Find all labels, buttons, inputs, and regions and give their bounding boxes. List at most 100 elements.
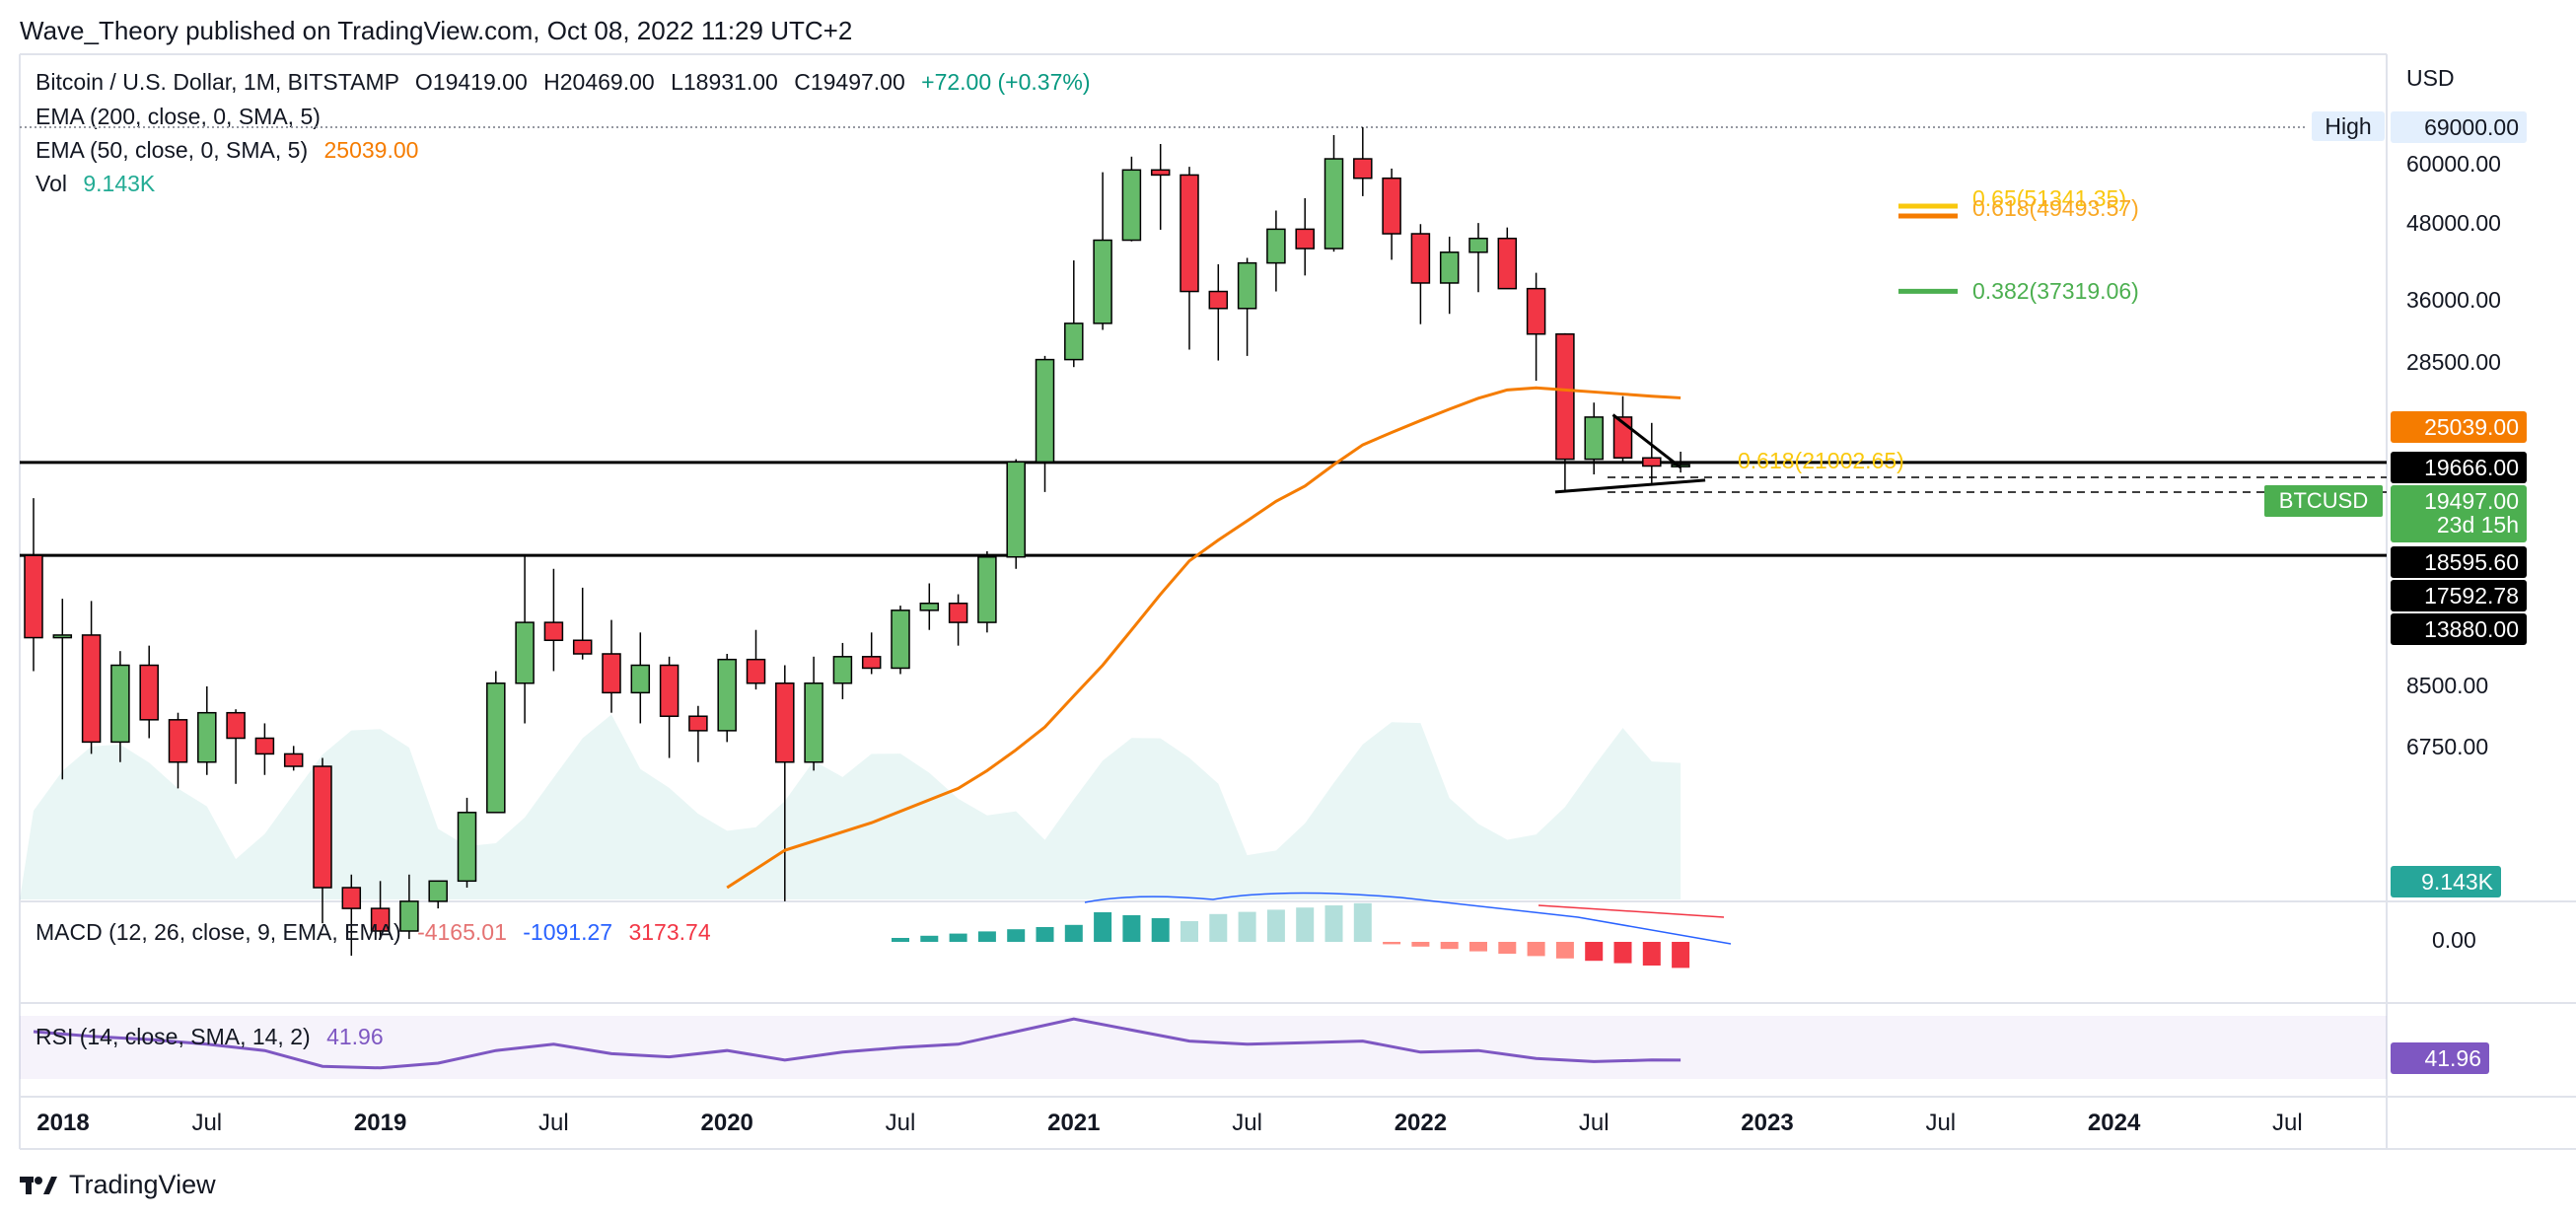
- candle-body[interactable]: [948, 602, 968, 623]
- candle-body[interactable]: [24, 554, 43, 639]
- ema50-title: EMA (50, close, 0, SMA, 5): [36, 137, 309, 163]
- candle-body[interactable]: [370, 907, 391, 932]
- candle-body[interactable]: [891, 610, 910, 670]
- volume-legend[interactable]: Vol 9.143K: [36, 171, 155, 197]
- candle-body[interactable]: [1237, 261, 1257, 310]
- macd-histogram-bar: [1064, 924, 1083, 942]
- ema200-legend[interactable]: EMA (200, close, 0, SMA, 5): [36, 104, 321, 129]
- candle-body[interactable]: [254, 737, 275, 755]
- macd-histogram-bar: [1672, 942, 1690, 968]
- time-axis-year: 2023: [1741, 1110, 1794, 1136]
- tradingview-logo-icon: [20, 1176, 57, 1194]
- macd-histogram-bar: [1642, 942, 1661, 966]
- fib-label-0618-low: 0.618(21002.65): [1738, 448, 1904, 473]
- price-axis-tick: 60000.00: [2406, 150, 2501, 177]
- macd-histogram-bar: [1411, 942, 1430, 947]
- current-price-tag: 19497.00 23d 15h: [2391, 485, 2527, 542]
- macd-histogram-bar: [949, 933, 967, 942]
- time-axis-month: Jul: [191, 1110, 223, 1136]
- time-axis-year: 2019: [353, 1110, 407, 1136]
- support-price-tag-3: 13880.00: [2391, 613, 2527, 645]
- candle-body[interactable]: [1324, 158, 1344, 250]
- candle-body[interactable]: [602, 653, 621, 694]
- macd-histogram-bar: [920, 935, 939, 942]
- symbol-price-label: BTCUSD: [2264, 485, 2383, 517]
- candle-body[interactable]: [515, 621, 535, 684]
- candle-body[interactable]: [1035, 358, 1055, 464]
- macd-signal-value: 3173.74: [628, 919, 711, 945]
- macd-histogram-bar: [1324, 905, 1343, 942]
- candle-body[interactable]: [1295, 228, 1315, 250]
- candle-body[interactable]: [717, 658, 737, 732]
- horizontal-lines: [20, 461, 2387, 557]
- candle-body[interactable]: [1439, 251, 1460, 284]
- candle-body[interactable]: [1353, 158, 1373, 179]
- candle-body[interactable]: [1121, 169, 1142, 242]
- fib-lines[interactable]: [1898, 203, 1958, 294]
- candle-body[interactable]: [1006, 461, 1026, 558]
- candle-body[interactable]: [1555, 332, 1575, 461]
- candle-body[interactable]: [1382, 177, 1401, 235]
- candle-body[interactable]: [283, 753, 304, 767]
- publisher-header: Wave_Theory published on TradingView.com…: [20, 16, 853, 45]
- macd-histogram-bar: [1094, 912, 1112, 942]
- candle-body[interactable]: [399, 900, 419, 932]
- macd-histogram-bar: [1353, 902, 1372, 942]
- time-axis-year: 2018: [36, 1110, 90, 1136]
- rsi-price-tag: 41.96: [2391, 1042, 2489, 1074]
- candle-body[interactable]: [428, 880, 448, 902]
- candle-body[interactable]: [1642, 457, 1662, 467]
- change-value: +72.00 (+0.37%): [921, 69, 1091, 95]
- candle-body[interactable]: [572, 639, 593, 655]
- candle-body[interactable]: [1180, 174, 1199, 293]
- candle-body[interactable]: [832, 656, 853, 684]
- candle-body[interactable]: [226, 711, 246, 740]
- currency-label: USD: [2406, 65, 2455, 91]
- rsi-line: [33, 1017, 1682, 1070]
- time-axis-month: Jul: [1925, 1110, 1957, 1136]
- candle-body[interactable]: [457, 812, 477, 883]
- candle-body[interactable]: [1064, 323, 1084, 361]
- candle-body[interactable]: [775, 682, 795, 763]
- rsi-band: [20, 1016, 2387, 1079]
- candle-body[interactable]: [81, 634, 102, 744]
- candle-body[interactable]: [139, 664, 159, 721]
- triangle-pattern[interactable]: [1554, 413, 1706, 494]
- candle-body[interactable]: [659, 664, 680, 717]
- price-axis-tick: 48000.00: [2406, 210, 2501, 237]
- footer-brand[interactable]: TradingView: [20, 1170, 216, 1200]
- rsi-legend[interactable]: RSI (14, close, SMA, 14, 2) 41.96: [36, 1024, 384, 1050]
- candle-body[interactable]: [1468, 237, 1488, 253]
- rsi-layer: [33, 1017, 1682, 1070]
- candle-body[interactable]: [1150, 169, 1171, 177]
- candle-body[interactable]: [341, 887, 362, 909]
- candles[interactable]: [24, 127, 1690, 957]
- candle-body[interactable]: [52, 634, 73, 639]
- candle-body[interactable]: [919, 602, 940, 611]
- candle-body[interactable]: [630, 664, 651, 694]
- candle-body[interactable]: [1526, 287, 1546, 335]
- candle-body[interactable]: [486, 682, 506, 814]
- candle-body[interactable]: [1497, 237, 1518, 290]
- candle-body[interactable]: [977, 555, 997, 623]
- candle-body[interactable]: [168, 719, 188, 763]
- candle-body[interactable]: [804, 682, 823, 763]
- candle-body[interactable]: [746, 658, 766, 684]
- candle-body[interactable]: [110, 664, 130, 744]
- candle-body[interactable]: [197, 711, 217, 763]
- macd-legend[interactable]: MACD (12, 26, close, 9, EMA, EMA) -4165.…: [36, 919, 711, 946]
- candle-body[interactable]: [1584, 416, 1604, 461]
- ema50-legend[interactable]: EMA (50, close, 0, SMA, 5) 25039.00: [36, 137, 418, 164]
- candle-body[interactable]: [688, 715, 708, 732]
- candle-body[interactable]: [1208, 290, 1229, 310]
- candle-body[interactable]: [861, 656, 882, 670]
- candle-body[interactable]: [1266, 228, 1286, 264]
- ema50-value: 25039.00: [323, 137, 419, 163]
- volume-area: [20, 714, 1682, 899]
- macd-histogram-bar: [1238, 911, 1256, 942]
- candle-body[interactable]: [1093, 239, 1112, 324]
- candle-body[interactable]: [313, 765, 332, 889]
- candle-body[interactable]: [1410, 233, 1431, 284]
- candle-body[interactable]: [543, 621, 564, 641]
